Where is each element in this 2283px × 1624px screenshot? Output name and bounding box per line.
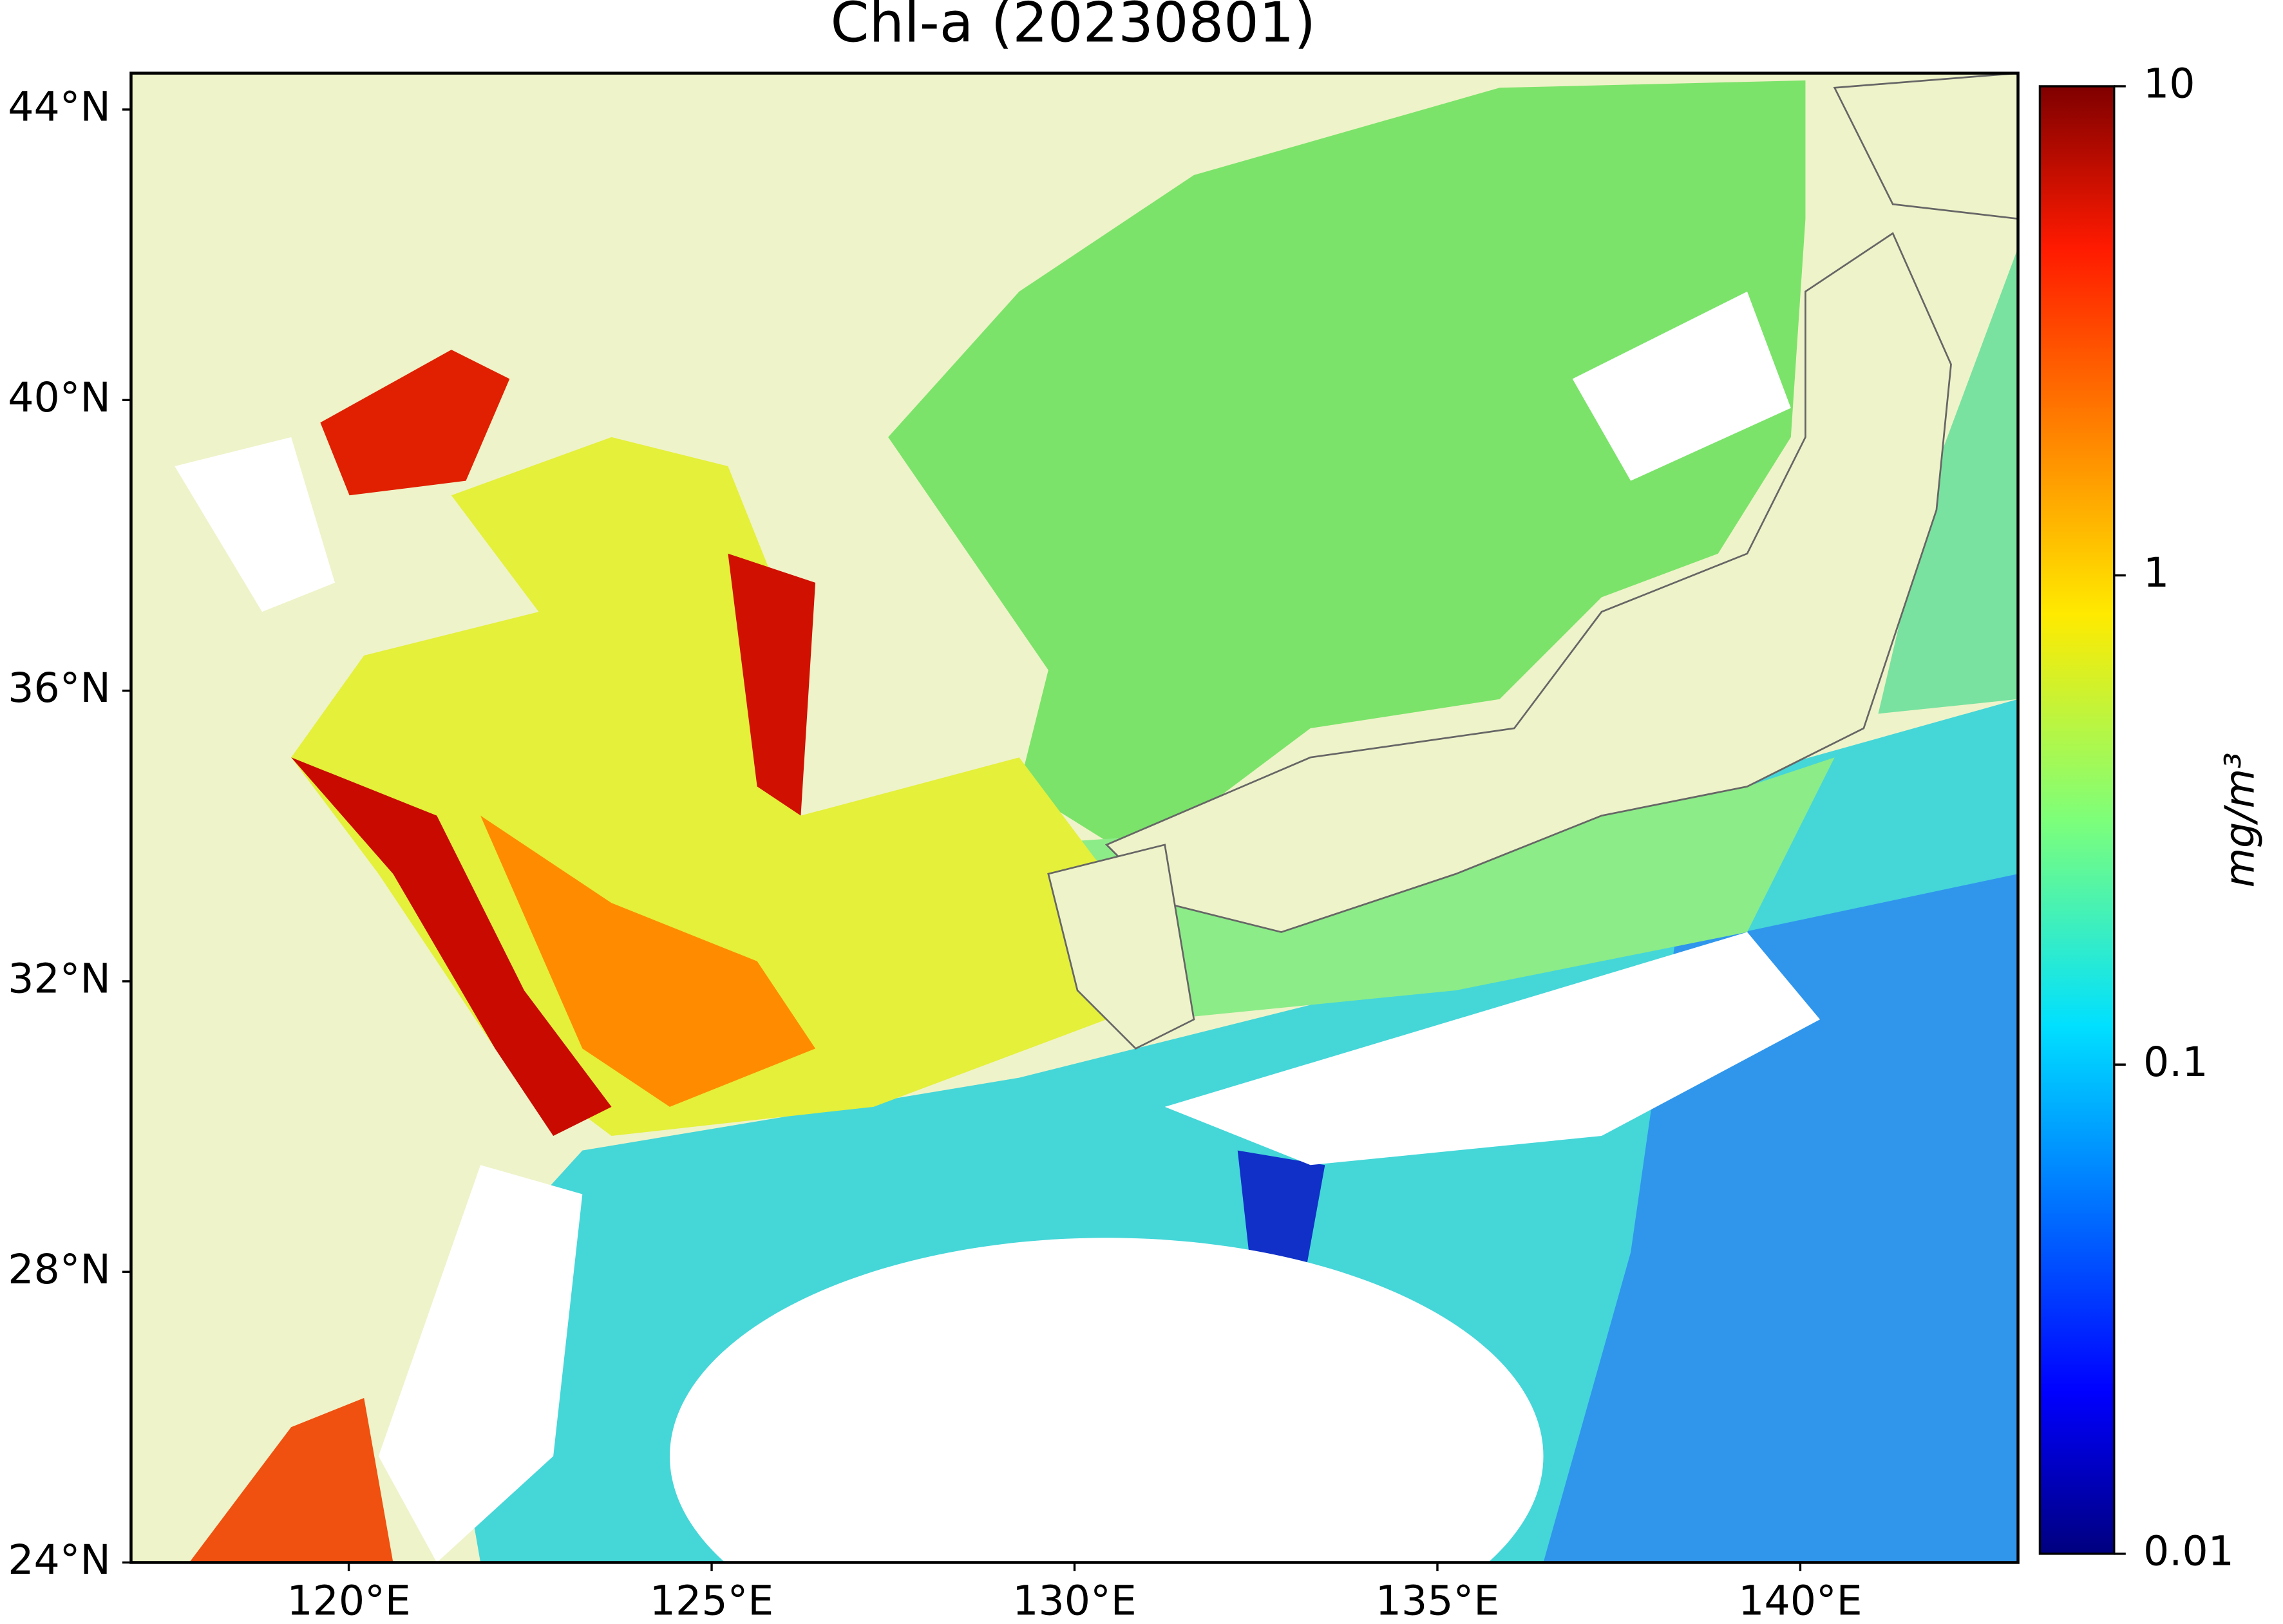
- colorbar-tick-label: 0.01: [2143, 1527, 2234, 1574]
- x-tick-label: 130°E: [1012, 1576, 1136, 1624]
- colorbar-tick-label: 10: [2143, 60, 2195, 108]
- chart-title: Chl-a (20230801): [830, 0, 1316, 55]
- x-tick-label: 135°E: [1376, 1576, 1499, 1624]
- x-tick-label: 120°E: [287, 1576, 410, 1624]
- x-tick-label: 125°E: [650, 1576, 773, 1624]
- colorbar: [2038, 85, 2116, 1555]
- y-tick-label: 32°N: [8, 954, 111, 1002]
- y-tick-label: 40°N: [8, 373, 111, 421]
- colorbar-tick-label: 0.1: [2143, 1038, 2208, 1086]
- x-tick-label: 140°E: [1738, 1576, 1862, 1624]
- chlorophyll-imagery: [175, 73, 2018, 1563]
- colorbar-tick-label: 1: [2143, 549, 2169, 596]
- y-tick-label: 28°N: [8, 1245, 111, 1293]
- y-tick-label: 44°N: [8, 83, 111, 131]
- y-tick-label: 24°N: [8, 1536, 111, 1583]
- y-tick-label: 36°N: [8, 664, 111, 712]
- colorbar-label: mg/m³: [2215, 752, 2263, 887]
